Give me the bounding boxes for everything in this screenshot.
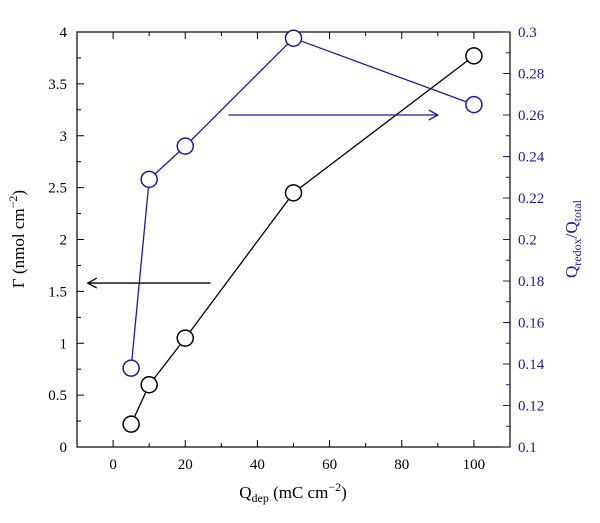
series-0-point — [284, 184, 303, 202]
y-right-tick-label: 0.2 — [518, 233, 537, 249]
x-tick-label: 40 — [250, 457, 265, 473]
y-right-tick-label: 0.12 — [518, 399, 544, 415]
y-right-tick-label: 0.26 — [518, 108, 545, 124]
x-tick-label: 100 — [463, 457, 486, 473]
series-line-0 — [130, 55, 475, 425]
y-right-tick-label: 0.22 — [518, 191, 544, 207]
x-tick-label: 80 — [394, 457, 409, 473]
series-group — [122, 29, 483, 433]
y-axis-right-title: Qredox/Qtotal — [562, 199, 584, 278]
y-right-tick-label: 0.24 — [518, 150, 545, 166]
series-0-point — [465, 47, 483, 65]
annotation-arrowhead-1 — [428, 109, 440, 121]
series-1-point — [140, 170, 158, 189]
series-1-point — [176, 137, 194, 155]
series-0-point — [176, 329, 194, 347]
tick-group: 0 20 40 60 80 100 0 0.5 1 1.5 2 2.5 3 3.5 4 0.1 0.12 0.14… — [48, 25, 545, 473]
annotation-arrows — [86, 109, 440, 289]
series-line-1 — [130, 37, 475, 369]
series-0-point — [122, 415, 140, 433]
series-0-point — [140, 376, 158, 394]
y-left-tick-label: 4 — [60, 25, 68, 41]
series-1-point — [122, 359, 140, 377]
y-left-tick-label: 0.5 — [48, 388, 67, 404]
y-right-tick-label: 0.3 — [518, 25, 537, 41]
x-tick-label: 60 — [322, 457, 337, 473]
y-left-tick-label: 2.5 — [48, 181, 67, 197]
y-right-tick-label: 0.14 — [518, 357, 545, 373]
y-left-tick-label: 1.5 — [48, 284, 67, 300]
y-left-tick-label: 1 — [60, 336, 68, 352]
y-right-tick-label: 0.18 — [518, 274, 544, 290]
series-1-point — [465, 95, 483, 114]
y-left-tick-label: 2 — [60, 233, 68, 249]
y-left-tick-label: 3.5 — [48, 77, 67, 93]
y-right-tick-label: 0.16 — [518, 316, 545, 332]
y-right-tick-label: 0.1 — [518, 440, 537, 456]
y-axis-left-title: Γ (nmol cm−2) — [6, 190, 28, 288]
x-tick-label: 20 — [178, 457, 193, 473]
x-tick-label: 0 — [109, 457, 117, 473]
annotation-arrowhead-0 — [86, 277, 98, 289]
y-right-tick-label: 0.28 — [518, 67, 544, 83]
x-axis-title: Qdep (mC cm−2) — [239, 480, 347, 505]
y-left-tick-label: 3 — [60, 129, 68, 145]
series-1-point — [284, 29, 303, 47]
y-left-tick-label: 0 — [60, 440, 68, 456]
